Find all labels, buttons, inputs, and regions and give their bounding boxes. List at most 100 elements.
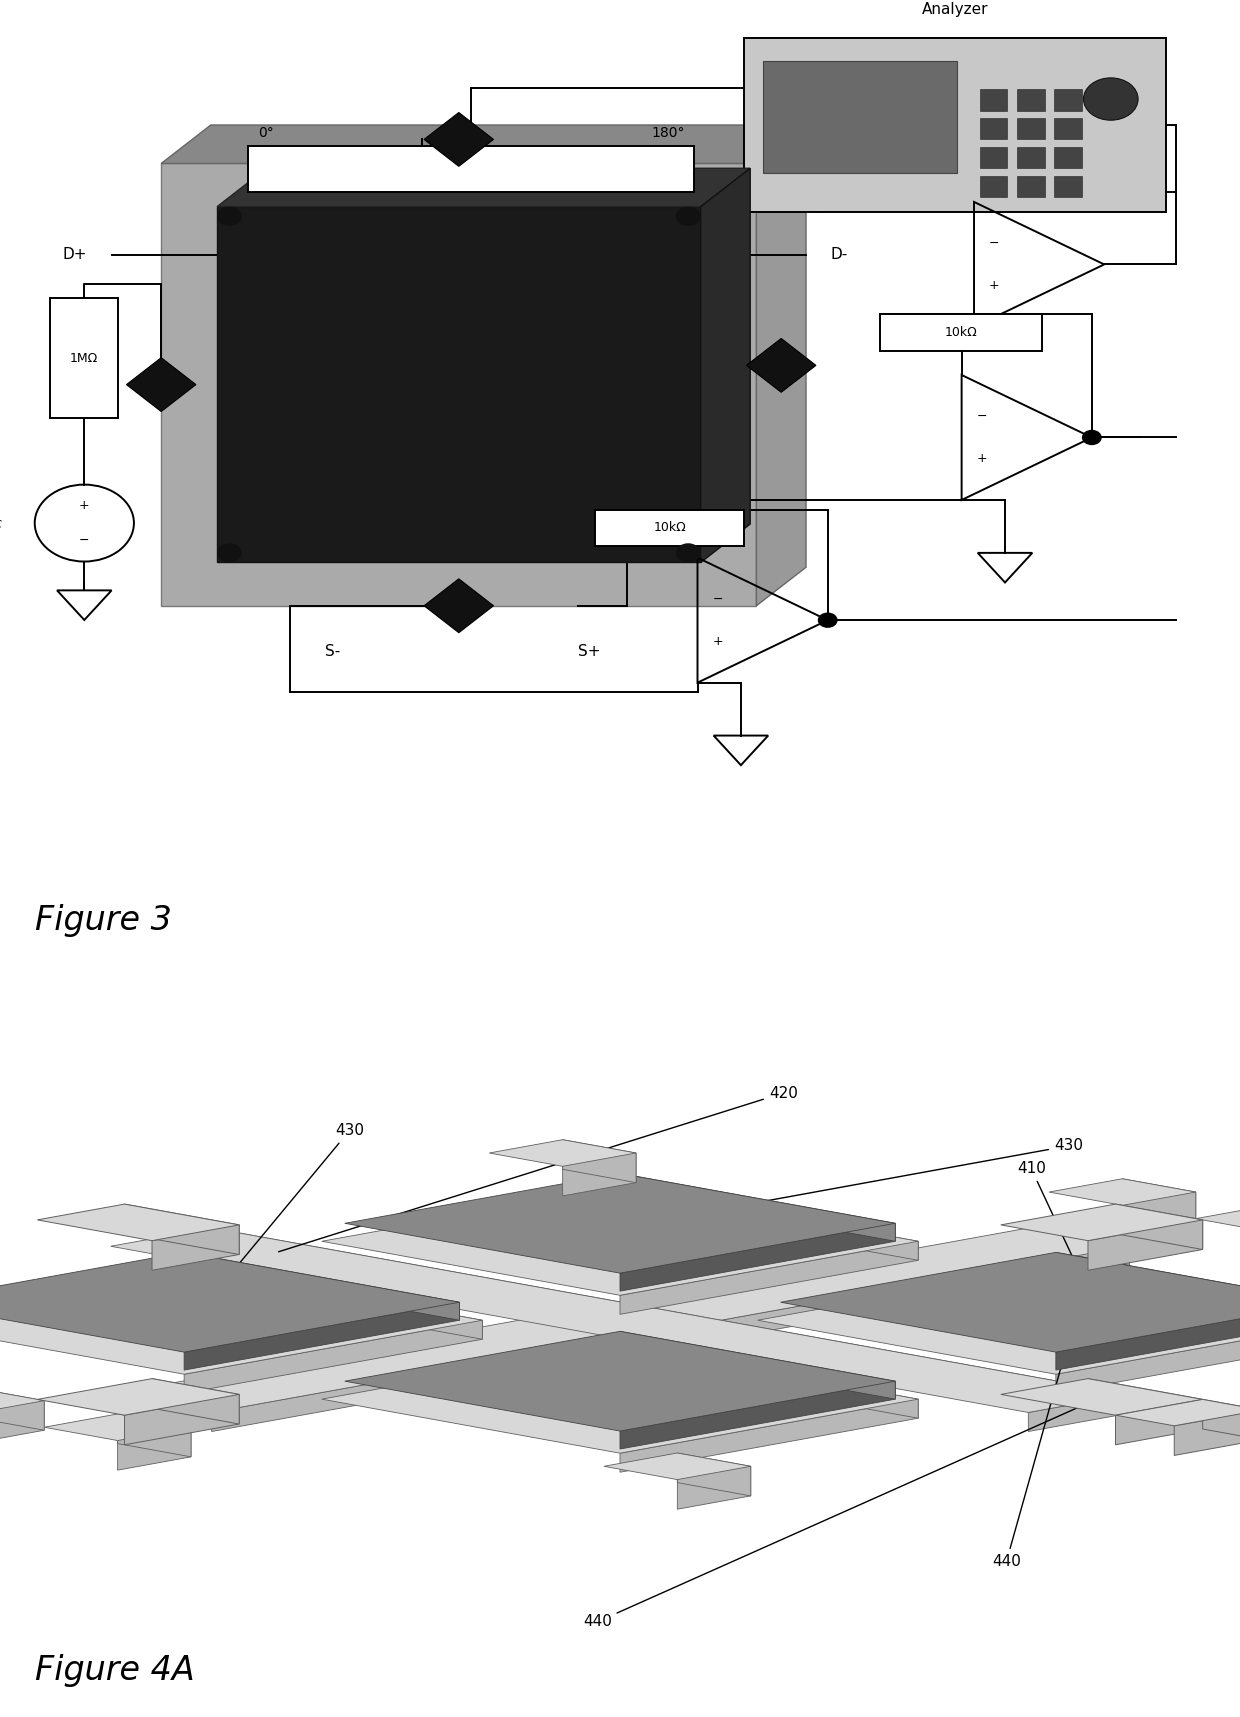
Text: Figure 3: Figure 3 [35, 905, 171, 937]
Bar [980, 175, 1007, 197]
Polygon shape [620, 1344, 918, 1418]
Circle shape [217, 206, 242, 227]
Text: S-: S- [325, 644, 340, 659]
Polygon shape [0, 1387, 45, 1413]
Text: S+: S+ [578, 644, 600, 659]
Polygon shape [1028, 1394, 1130, 1432]
Polygon shape [0, 1265, 482, 1374]
Polygon shape [184, 1320, 482, 1392]
Text: 440: 440 [992, 1224, 1101, 1569]
Text: 440: 440 [583, 1398, 1099, 1629]
Polygon shape [490, 1140, 636, 1166]
Polygon shape [746, 338, 816, 391]
Bar [1017, 148, 1044, 168]
Bar [1017, 175, 1044, 197]
Bar [1054, 118, 1081, 139]
Circle shape [817, 613, 837, 628]
Polygon shape [620, 1223, 895, 1291]
Polygon shape [620, 1399, 918, 1471]
Polygon shape [1055, 1301, 1240, 1370]
Text: −: − [79, 534, 89, 548]
Polygon shape [677, 1466, 750, 1509]
Polygon shape [1056, 1265, 1240, 1339]
Polygon shape [212, 1247, 1130, 1432]
Polygon shape [620, 1331, 895, 1399]
Bar [880, 314, 1042, 350]
Polygon shape [1203, 1399, 1240, 1439]
Bar [50, 299, 118, 419]
Polygon shape [118, 1413, 191, 1456]
Polygon shape [424, 579, 494, 632]
Polygon shape [1195, 1205, 1240, 1231]
Polygon shape [110, 1228, 1130, 1413]
Polygon shape [161, 163, 756, 606]
Text: 430: 430 [622, 1138, 1083, 1228]
Polygon shape [701, 168, 750, 563]
Polygon shape [1049, 1180, 1195, 1205]
Text: Figure 4A: Figure 4A [35, 1653, 195, 1686]
Polygon shape [0, 1387, 45, 1430]
Polygon shape [1001, 1379, 1203, 1415]
Bar [595, 510, 744, 546]
Polygon shape [322, 1186, 918, 1295]
Circle shape [217, 543, 242, 563]
Polygon shape [37, 1204, 239, 1241]
Polygon shape [756, 125, 806, 606]
Polygon shape [1028, 1228, 1130, 1265]
Polygon shape [1116, 1399, 1203, 1444]
Polygon shape [620, 1186, 918, 1260]
Polygon shape [45, 1413, 191, 1441]
Text: D-: D- [831, 247, 848, 263]
Polygon shape [345, 1173, 895, 1274]
Circle shape [676, 206, 701, 227]
Polygon shape [758, 1265, 1240, 1374]
Polygon shape [161, 125, 806, 163]
Text: −: − [977, 410, 987, 422]
Polygon shape [620, 1380, 895, 1449]
Bar [248, 146, 694, 192]
Polygon shape [1174, 1410, 1240, 1456]
Text: −: − [712, 592, 723, 606]
Bar [980, 89, 1007, 110]
Text: 1MΩ: 1MΩ [69, 352, 98, 364]
Polygon shape [1056, 1320, 1240, 1392]
Polygon shape [0, 1252, 459, 1351]
Bar [980, 118, 1007, 139]
Text: +: + [990, 278, 999, 292]
Polygon shape [620, 1241, 918, 1314]
Polygon shape [781, 1252, 1240, 1351]
Polygon shape [184, 1265, 482, 1339]
Text: 430: 430 [208, 1123, 363, 1300]
Circle shape [1084, 77, 1138, 120]
Text: 10kΩ: 10kΩ [653, 522, 686, 534]
Polygon shape [1116, 1204, 1203, 1250]
Polygon shape [1122, 1180, 1195, 1223]
Polygon shape [0, 1401, 45, 1444]
Bar [1017, 118, 1044, 139]
Bar [1054, 175, 1081, 197]
Text: Network
Analyzer: Network Analyzer [921, 0, 988, 17]
Text: +: + [79, 500, 89, 512]
Polygon shape [185, 1301, 459, 1370]
Polygon shape [217, 206, 701, 563]
Text: 180°: 180° [651, 127, 684, 141]
Circle shape [676, 543, 701, 563]
Polygon shape [124, 1204, 239, 1255]
Text: D+: D+ [62, 247, 87, 263]
Polygon shape [126, 357, 196, 412]
Polygon shape [1087, 1219, 1203, 1271]
Polygon shape [212, 1228, 1130, 1413]
Polygon shape [322, 1344, 918, 1453]
Circle shape [1081, 429, 1101, 445]
Bar [1054, 89, 1081, 110]
Polygon shape [153, 1379, 239, 1423]
Polygon shape [217, 168, 750, 206]
Text: 410: 410 [1017, 1161, 1078, 1267]
Polygon shape [620, 1173, 895, 1241]
Polygon shape [1087, 1379, 1203, 1429]
Text: 10kΩ: 10kΩ [945, 326, 977, 340]
Polygon shape [185, 1252, 459, 1320]
Text: 0°: 0° [258, 127, 274, 141]
Bar [1054, 148, 1081, 168]
Polygon shape [153, 1224, 239, 1271]
